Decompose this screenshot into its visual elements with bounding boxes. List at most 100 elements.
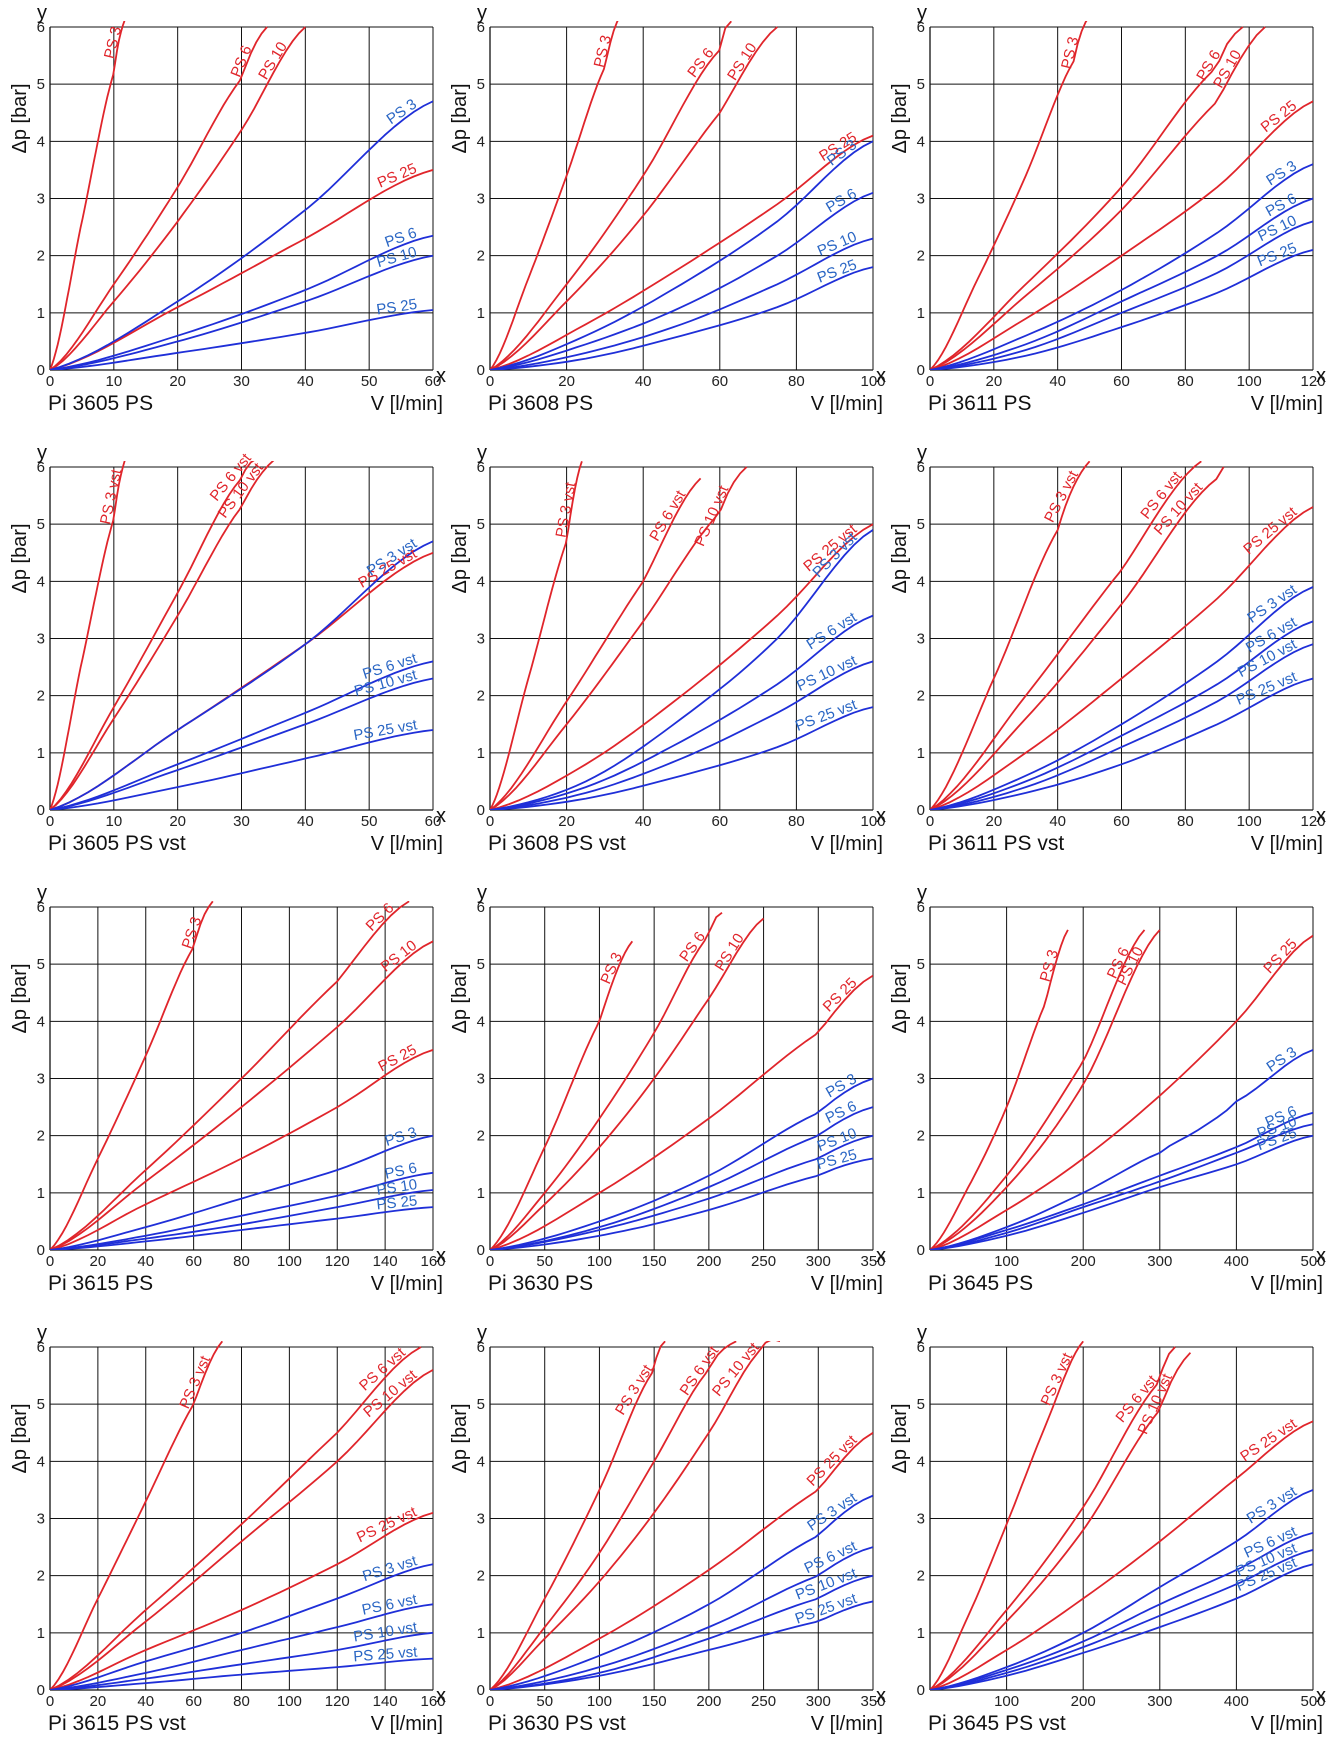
chart-panel-1: 0 20 40 60 80 100 0 1 2 3 4 5 6 x y Δp [bar] V [l/min] Pi…	[449, 2, 886, 415]
series-label: PS 3	[597, 950, 626, 987]
series-label: PS 3 vst	[176, 1353, 214, 1412]
curves	[50, 21, 433, 370]
series-line-red-0	[490, 21, 619, 370]
x-tick-label: 0	[46, 373, 54, 390]
series-line-blue-6	[930, 643, 1313, 810]
series-line-red-2	[930, 26, 1266, 370]
x-tick-label: 20	[985, 813, 1002, 830]
y-axis-label: Δp [bar]	[889, 963, 911, 1033]
curves	[930, 1341, 1313, 1690]
x-tick-label: 500	[1300, 1693, 1325, 1710]
grid-lines	[929, 466, 1314, 811]
y-tick-label: 2	[477, 688, 485, 705]
y-axis-letter: y	[917, 1322, 927, 1344]
y-axis-label: Δp [bar]	[449, 83, 471, 153]
series-line-blue-5	[490, 614, 873, 810]
series-line-blue-7	[490, 1600, 873, 1690]
x-tick-label: 80	[1177, 813, 1194, 830]
series-line-blue-4	[50, 1563, 433, 1690]
series-line-red-3	[490, 134, 873, 370]
series-line-red-2	[930, 1352, 1192, 1690]
series-line-blue-6	[490, 237, 873, 370]
y-tick-label: 4	[917, 573, 925, 590]
series-line-red-3	[490, 1432, 873, 1690]
y-tick-label: 4	[37, 133, 45, 150]
series-line-red-1	[930, 26, 1244, 370]
y-axis-letter: y	[917, 882, 927, 904]
y-tick-label: 3	[37, 1511, 45, 1528]
series-line-blue-7	[50, 309, 433, 370]
series-line-blue-5	[930, 1111, 1313, 1250]
series-line-blue-6	[50, 1631, 433, 1690]
series-line-red-2	[50, 940, 433, 1250]
x-axis-label: V [l/min]	[1251, 1273, 1323, 1295]
x-tick-label: 120	[1300, 813, 1325, 830]
x-tick-label: 20	[90, 1693, 107, 1710]
y-axis-label: Δp [bar]	[889, 1403, 911, 1473]
series-line-red-3	[930, 1420, 1313, 1690]
x-axis-label: V [l/min]	[371, 393, 443, 415]
series-line-red-2	[490, 466, 748, 810]
y-axis-letter: y	[37, 882, 47, 904]
series-line-red-3	[930, 506, 1313, 810]
series-label: PS 10	[375, 1176, 418, 1199]
x-tick-label: 100	[277, 1253, 302, 1270]
x-tick-label: 100	[860, 813, 885, 830]
series-line-red-3	[50, 169, 433, 370]
x-tick-label: 120	[325, 1253, 350, 1270]
x-axis-letter: x	[436, 805, 446, 827]
series-label: PS 3	[591, 34, 615, 70]
y-tick-label: 4	[917, 133, 925, 150]
series-line-blue-7	[50, 1657, 433, 1690]
y-tick-label: 1	[37, 745, 45, 762]
series-line-blue-6	[50, 677, 433, 810]
x-tick-label: 300	[1147, 1693, 1172, 1710]
y-tick-label: 1	[917, 305, 925, 322]
series-label: PS 10	[815, 228, 859, 260]
y-axis-letter: y	[37, 2, 47, 24]
y-tick-label: 2	[917, 248, 925, 265]
x-axis-letter: x	[436, 1685, 446, 1707]
x-tick-label: 200	[696, 1253, 721, 1270]
series-label: PS 25 vst	[803, 1431, 861, 1489]
x-tick-label: 300	[806, 1253, 831, 1270]
y-tick-label: 1	[477, 1185, 485, 1202]
x-tick-label: 140	[373, 1693, 398, 1710]
series-line-blue-5	[50, 1171, 433, 1250]
chart-title: Pi 3605 PS vst	[48, 832, 186, 855]
series-line-blue-6	[930, 1549, 1313, 1690]
x-tick-label: 300	[1147, 1253, 1172, 1270]
x-tick-label: 100	[1237, 813, 1262, 830]
series-line-red-0	[50, 21, 126, 370]
chart-panel-8: 100 200 300 400 500 0 1 2 3 4 5 6 x y Δp [bar] V [l/min…	[889, 882, 1326, 1295]
series-label: PS 25	[820, 975, 861, 1016]
x-tick-label: 60	[1113, 373, 1130, 390]
x-tick-label: 200	[696, 1693, 721, 1710]
y-tick-label: 5	[917, 956, 925, 973]
x-axis-letter: x	[436, 1245, 446, 1267]
x-axis-letter: x	[1316, 805, 1326, 827]
series-line-blue-6	[490, 1134, 873, 1250]
series-line-blue-5	[50, 1603, 433, 1690]
curves	[490, 911, 873, 1250]
chart-title: Pi 3608 PS vst	[488, 832, 626, 855]
x-tick-label: 40	[635, 813, 652, 830]
x-tick-label: 250	[751, 1253, 776, 1270]
y-tick-label: 2	[37, 688, 45, 705]
y-tick-label: 6	[477, 899, 485, 916]
y-tick-label: 1	[917, 745, 925, 762]
series-line-blue-7	[930, 677, 1313, 810]
x-tick-label: 60	[185, 1253, 202, 1270]
y-tick-label: 6	[917, 899, 925, 916]
series-line-blue-5	[930, 620, 1313, 810]
x-tick-label: 30	[233, 813, 250, 830]
x-tick-label: 80	[788, 813, 805, 830]
x-tick-label: 20	[169, 373, 186, 390]
x-tick-label: 0	[926, 813, 934, 830]
x-tick-label: 120	[1300, 373, 1325, 390]
chart-title: Pi 3608 PS	[488, 392, 593, 415]
y-tick-label: 6	[917, 459, 925, 476]
series-line-blue-5	[50, 660, 433, 810]
series-label: PS 3	[384, 96, 420, 128]
y-tick-label: 4	[37, 1013, 45, 1030]
